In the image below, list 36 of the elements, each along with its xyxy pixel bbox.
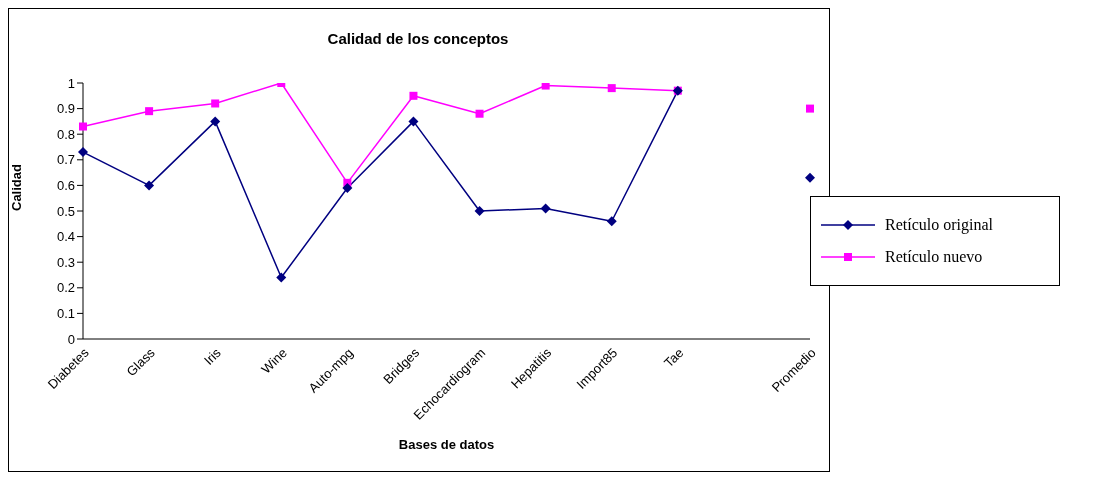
point xyxy=(805,172,815,183)
y-tick-label: 0.2 xyxy=(56,280,75,296)
point xyxy=(540,203,551,214)
x-axis-title: Bases de datos xyxy=(398,437,495,452)
legend-label: Retículo original xyxy=(885,216,993,234)
point xyxy=(475,109,484,118)
y-tick-label: 0.7 xyxy=(56,152,75,168)
point xyxy=(541,83,550,90)
point xyxy=(607,84,616,93)
point xyxy=(276,272,287,283)
point xyxy=(342,182,353,193)
point xyxy=(78,147,88,158)
y-tick-label: 0.6 xyxy=(56,178,75,194)
chart-title: Calidad de los conceptos xyxy=(326,30,510,47)
y-tick-label: 0.3 xyxy=(56,254,75,270)
y-tick-label: 0.8 xyxy=(56,126,75,142)
point xyxy=(210,116,221,127)
y-tick-label: 0.5 xyxy=(56,203,75,219)
y-tick-label: 0.9 xyxy=(56,101,75,117)
point xyxy=(211,99,220,108)
point xyxy=(474,206,485,216)
y-tick-label: 0.4 xyxy=(56,229,75,245)
point xyxy=(145,107,154,116)
point xyxy=(408,116,419,127)
y-tick-label: 0.1 xyxy=(56,306,75,322)
y-axis-title: Calidad xyxy=(8,163,24,211)
point xyxy=(409,91,418,100)
point xyxy=(606,216,617,227)
point xyxy=(144,180,155,191)
x-tick-label: Iris xyxy=(200,344,225,368)
point xyxy=(806,104,814,113)
point xyxy=(79,122,87,131)
y-tick-label: 1 xyxy=(67,75,75,91)
y-tick-label: 0 xyxy=(67,331,75,347)
x-tick-label: Tae xyxy=(661,345,687,371)
legend-label: Retículo nuevo xyxy=(885,248,983,266)
